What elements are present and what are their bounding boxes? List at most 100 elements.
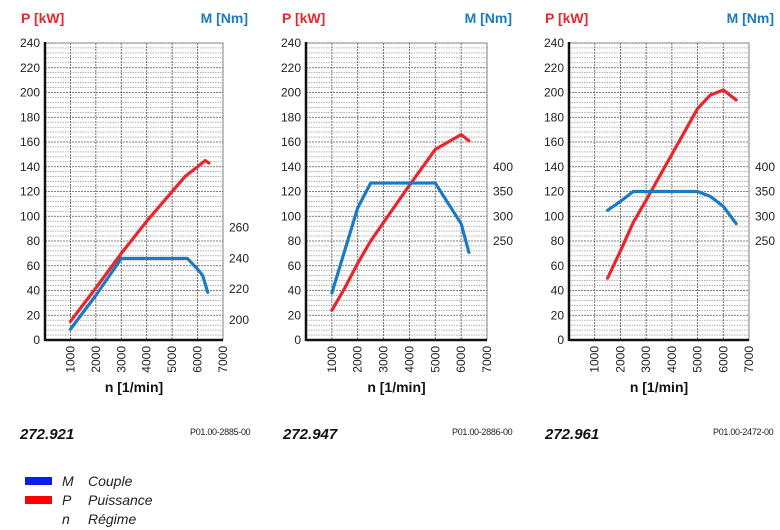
x-tick-label: 4000: [402, 346, 416, 373]
x-tick-label: 1000: [325, 346, 339, 373]
model-id-1: 272.921: [20, 426, 75, 443]
legend-item-torque: M Couple: [25, 472, 132, 490]
y2-tick-label: 200: [229, 313, 249, 327]
x-tick-label: 5000: [165, 346, 179, 373]
y2-tick-label: 250: [493, 234, 513, 248]
y-tick-label: 100: [20, 209, 40, 223]
y-tick-label: 40: [288, 284, 302, 298]
y-tick-label: 240: [544, 36, 564, 50]
legend-symbol: n: [62, 511, 70, 527]
y2-tick-label: 400: [493, 160, 513, 174]
y-tick-label: 80: [551, 234, 565, 248]
legend-symbol: P: [62, 492, 72, 508]
legend-label: Puissance: [88, 492, 153, 508]
y-tick-label: 240: [281, 36, 301, 50]
y2-tick-label: 300: [493, 209, 513, 223]
x-tick-label: 7000: [742, 346, 756, 373]
legend-item-speed: n Régime: [25, 510, 136, 528]
torque-curve: [330, 181, 471, 295]
y-tick-label: 120: [544, 185, 564, 199]
y-tick-label: 160: [281, 135, 301, 149]
y-tick-label: 220: [281, 61, 301, 75]
x-tick-label: 2000: [89, 346, 103, 373]
x-tick-label: 2000: [351, 346, 365, 373]
y-tick-label: 200: [281, 86, 301, 100]
y-tick-label: 40: [27, 284, 41, 298]
y-tick-label: 160: [20, 135, 40, 149]
y-tick-label: 80: [288, 234, 302, 248]
model-id-3: 272.961: [545, 426, 600, 443]
y-tick-label: 20: [27, 308, 41, 322]
y-tick-label: 200: [544, 86, 564, 100]
y-tick-label: 180: [281, 110, 301, 124]
y-tick-label: 160: [544, 135, 564, 149]
y2-tick-label: 250: [755, 234, 775, 248]
y-tick-label: 120: [281, 185, 301, 199]
legend-symbol: M: [62, 473, 74, 489]
y-axis-title: P [kW]: [21, 10, 64, 26]
x-tick-label: 7000: [216, 346, 230, 373]
y-tick-label: 220: [20, 61, 40, 75]
x-tick-label: 4000: [665, 346, 679, 373]
power-curve: [605, 88, 738, 280]
figure-code-1: P01.00-2885-00: [190, 427, 251, 437]
y-tick-label: 20: [288, 308, 302, 322]
legend-label: Régime: [88, 511, 137, 527]
y-tick-label: 0: [294, 333, 301, 347]
y2-tick-label: 350: [493, 185, 513, 199]
y-tick-label: 140: [544, 160, 564, 174]
y2-axis-title: M [Nm]: [201, 10, 248, 26]
y-tick-label: 100: [544, 209, 564, 223]
y2-tick-label: 220: [229, 282, 249, 296]
chart-1: 0 20 40 60 80 100 120 140 160 180 200 220 240 200 220 2…: [20, 10, 249, 395]
y2-axis-title: M [Nm]: [727, 10, 774, 26]
legend-label: Couple: [88, 473, 133, 489]
y-tick-label: 60: [551, 259, 565, 273]
y-tick-label: 60: [27, 259, 41, 273]
legend-swatch-blue: [25, 477, 52, 485]
y-tick-label: 120: [20, 185, 40, 199]
torque-curve: [68, 256, 210, 331]
model-id-2: 272.947: [283, 426, 338, 443]
y-tick-label: 180: [544, 110, 564, 124]
x-tick-label: 4000: [140, 346, 154, 373]
y-tick-label: 140: [20, 160, 40, 174]
x-tick-label: 6000: [454, 346, 468, 373]
x-tick-label: 2000: [613, 346, 627, 373]
y2-tick-label: 260: [229, 221, 249, 235]
legend-item-power: P Puissance: [25, 491, 153, 509]
x-tick-label: 3000: [639, 346, 653, 373]
y2-axis-title: M [Nm]: [465, 10, 512, 26]
x-tick-label: 1000: [63, 346, 77, 373]
y-tick-label: 40: [551, 284, 565, 298]
figure-code-3: P01.00-2472-00: [713, 427, 774, 437]
y2-tick-label: 400: [755, 160, 775, 174]
x-tick-label: 5000: [428, 346, 442, 373]
x-tick-label: 3000: [114, 346, 128, 373]
y-axis-title: P [kW]: [545, 10, 588, 26]
x-tick-label: 6000: [191, 346, 205, 373]
y-tick-label: 100: [281, 209, 301, 223]
y-tick-label: 220: [544, 61, 564, 75]
y-tick-label: 140: [281, 160, 301, 174]
y-tick-label: 200: [20, 86, 40, 100]
y-tick-label: 180: [20, 110, 40, 124]
y-axis-title: P [kW]: [282, 10, 325, 26]
power-curve: [68, 158, 211, 324]
y-tick-label: 80: [27, 234, 41, 248]
x-tick-label: 7000: [480, 346, 494, 373]
x-tick-label: 1000: [588, 346, 602, 373]
x-axis-title: n [1/min]: [630, 379, 688, 395]
y2-tick-label: 240: [229, 251, 249, 265]
x-tick-label: 3000: [377, 346, 391, 373]
power-curve: [330, 132, 471, 312]
x-tick-label: 5000: [691, 346, 705, 373]
y-tick-label: 0: [33, 333, 40, 347]
legend-swatch-empty: [25, 515, 52, 523]
chart-3: 0 20 40 60 80 100 120 140 160 180 200 220 240 250 300 3…: [544, 10, 775, 395]
y-tick-label: 0: [557, 333, 564, 347]
y-tick-label: 60: [288, 259, 302, 273]
torque-curve: [605, 189, 738, 226]
figure-code-2: P01.00-2886-00: [452, 427, 513, 437]
